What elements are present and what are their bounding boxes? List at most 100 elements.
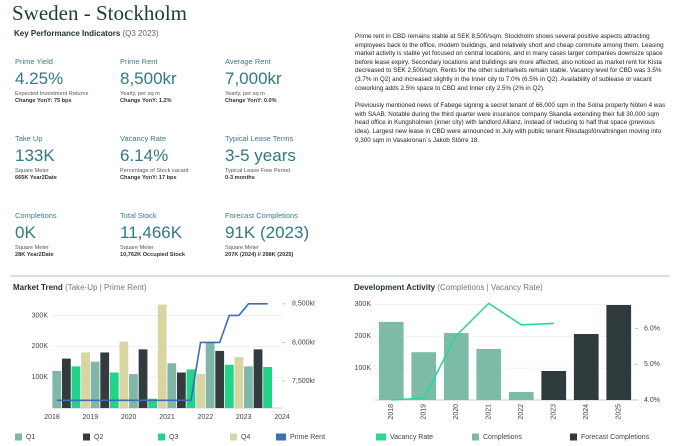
kpi-note: Yearly, per sq m xyxy=(225,91,265,97)
kpi-label: Take Up xyxy=(15,134,43,143)
kpi-change: Change YonY: 0.0% xyxy=(225,98,277,104)
kpi-value: 6.14% xyxy=(120,146,169,165)
legend-swatch xyxy=(230,433,237,441)
bar xyxy=(61,358,71,408)
kpi-note: Square Meter xyxy=(15,168,49,174)
legend-label: Forecast Completions xyxy=(581,434,650,441)
bar xyxy=(119,341,129,408)
chart-subtitle: (Completions | Vacancy Rate) xyxy=(437,283,543,292)
line xyxy=(56,303,268,402)
x-tick-label: 2019 xyxy=(83,414,99,421)
kpi-value: 8,500kr xyxy=(120,69,177,88)
kpi: Vacancy Rate 6.14% Percentage of Stock vac… xyxy=(120,134,225,181)
bar xyxy=(234,357,244,408)
kpi-note: Percentage of Stock vacant xyxy=(120,168,189,174)
bar xyxy=(138,349,148,408)
bar xyxy=(244,366,253,408)
kpi-note: Square Meter xyxy=(120,245,154,251)
kpi-change: Change YonY: 17 bps xyxy=(120,175,177,181)
bar xyxy=(215,350,225,408)
kpi-label: Typical Lease Terms xyxy=(225,134,294,143)
y-tick-label: 100K xyxy=(355,365,372,372)
legend-label: Q2 xyxy=(94,434,103,441)
legend-swatch xyxy=(570,433,577,441)
y-tick-label: 300K xyxy=(355,301,372,308)
bar xyxy=(541,370,567,400)
bar xyxy=(148,398,158,408)
x-tick-label: 2018 xyxy=(388,404,395,420)
y2-tick-label: 7,500kr xyxy=(292,378,316,385)
bar xyxy=(157,304,167,408)
kpi-change: 207K (2024) // 298K (2025) xyxy=(225,252,294,258)
kpi-value: 0K xyxy=(15,223,36,242)
line xyxy=(391,302,554,401)
kpi: Prime Rent 8,500kr Yearly, per sq m Change … xyxy=(120,57,225,104)
kpi-value: 11,466K xyxy=(120,223,183,242)
section-heading: Key Performance Indicators (Q3 2023) xyxy=(14,29,159,38)
paragraph: Previously mentioned news of Fabege sign… xyxy=(355,102,666,144)
legend-swatch xyxy=(158,433,165,441)
legend-label: Q4 xyxy=(241,434,250,441)
period: (Q3 2023) xyxy=(122,29,159,38)
legend-swatch xyxy=(376,433,386,441)
bar xyxy=(224,364,234,408)
y2-tick-label: 8,500kr xyxy=(292,301,316,308)
bar xyxy=(109,372,119,408)
x-tick-label: 2019 xyxy=(421,404,428,420)
chart-title-main: Market Trend xyxy=(13,283,63,292)
bar xyxy=(378,321,404,400)
page-title: Sweden - Stockholm xyxy=(12,1,187,25)
kpi-value: 4.25% xyxy=(15,69,64,88)
y2-tick-label: 5.0% xyxy=(644,361,660,368)
bar xyxy=(606,305,632,400)
kpi-value: 7,000kr xyxy=(225,69,282,88)
kpi-value: 91K (2023) xyxy=(225,223,310,242)
bar xyxy=(196,374,205,408)
bar xyxy=(100,352,110,408)
bar xyxy=(573,334,599,400)
x-tick-label: 2021 xyxy=(159,414,175,421)
kpi: Forecast Completions 91K (2023) Square Met… xyxy=(225,211,330,258)
kpi-note: Expected Investment Returns xyxy=(15,91,89,97)
bar xyxy=(253,349,263,408)
kpi-change: 28K Year2Date xyxy=(15,252,54,258)
legend-swatch xyxy=(83,433,90,441)
kpi-value: 3-5 years xyxy=(225,146,296,165)
bar xyxy=(508,392,534,400)
kpi: Take Up 133K Square Meter 665K Year2Date xyxy=(15,134,120,181)
y2-tick-label: 6.0% xyxy=(644,325,660,332)
bar xyxy=(205,341,215,408)
legend-label: Q1 xyxy=(26,434,35,441)
legend-label: Vacancy Rate xyxy=(390,434,433,441)
x-tick-label: 2023 xyxy=(551,404,558,420)
x-tick-label: 2024 xyxy=(583,404,590,420)
bar xyxy=(411,352,437,400)
section-title: Key Performance Indicators xyxy=(14,29,121,38)
kpi-note: Square Meter xyxy=(225,245,259,251)
kpi-label: Vacancy Rate xyxy=(120,134,167,143)
bar xyxy=(476,349,502,400)
y-tick-label: 300K xyxy=(32,312,49,319)
x-tick-label: 2018 xyxy=(44,414,60,421)
kpi-note: Square Meter xyxy=(15,245,49,251)
y-tick-label: 200K xyxy=(355,333,372,340)
legend-swatch xyxy=(15,433,22,441)
kpi-change: Change YonY: 75 bps xyxy=(15,98,72,104)
bar xyxy=(176,372,186,408)
x-tick-label: 2021 xyxy=(486,404,493,420)
legend-label: Prime Rent xyxy=(290,434,325,441)
x-tick-label: 2020 xyxy=(453,404,460,420)
bar xyxy=(167,363,177,408)
y-tick-label: 200K xyxy=(32,343,49,350)
legend-label: Completions xyxy=(483,434,522,441)
bar xyxy=(90,361,100,408)
bar xyxy=(443,333,469,400)
kpi-label: Completions xyxy=(15,211,57,220)
kpi-note: Typical Lease Free Period xyxy=(225,168,290,174)
legend-swatch xyxy=(276,433,286,441)
kpi-label: Total Stock xyxy=(120,211,157,220)
y2-tick-label: 4.0% xyxy=(644,397,660,404)
bar xyxy=(129,374,138,408)
